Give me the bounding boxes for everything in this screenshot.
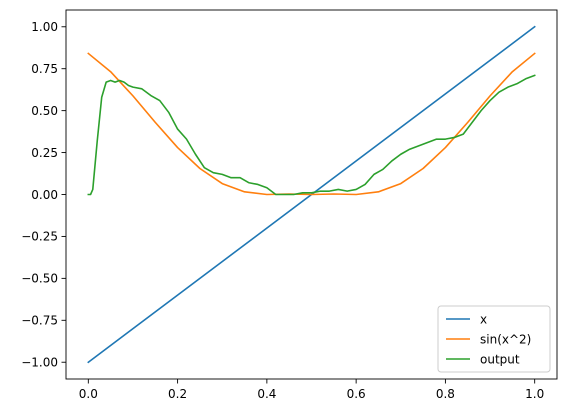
y-tick-label: 0.50 — [31, 104, 58, 118]
y-tick-label: −1.00 — [21, 356, 58, 370]
legend-label-2: sin(x^2) — [480, 332, 531, 346]
legend: x sin(x^2) output — [437, 305, 551, 373]
y-tick-label: 0.25 — [31, 146, 58, 160]
y-tick-label: 1.00 — [31, 20, 58, 34]
legend-label-1: x — [480, 312, 487, 326]
x-tick-label: 0.0 — [79, 387, 98, 401]
y-tick-label: −0.50 — [21, 272, 58, 286]
plot-area — [87, 25, 536, 364]
series-line-3 — [87, 74, 536, 196]
legend-label-3: output — [480, 352, 520, 366]
x-tick-label: 0.4 — [257, 387, 276, 401]
series-line-2 — [87, 52, 536, 196]
y-tick-label: 0.00 — [31, 188, 58, 202]
x-tick-label: 0.6 — [347, 387, 366, 401]
y-tick-label: −0.25 — [21, 230, 58, 244]
y-tick-label: 0.75 — [31, 62, 58, 76]
legend-box — [437, 305, 551, 373]
y-tick-label: −0.75 — [21, 314, 58, 328]
x-tick-label: 0.2 — [168, 387, 187, 401]
axes: 0.0 0.2 0.4 0.6 0.8 1.0 −1.00 −0.75 −0.50 −0.25 0.… — [21, 9, 558, 401]
x-tick-label: 0.8 — [436, 387, 455, 401]
x-tick-label: 1.0 — [525, 387, 544, 401]
